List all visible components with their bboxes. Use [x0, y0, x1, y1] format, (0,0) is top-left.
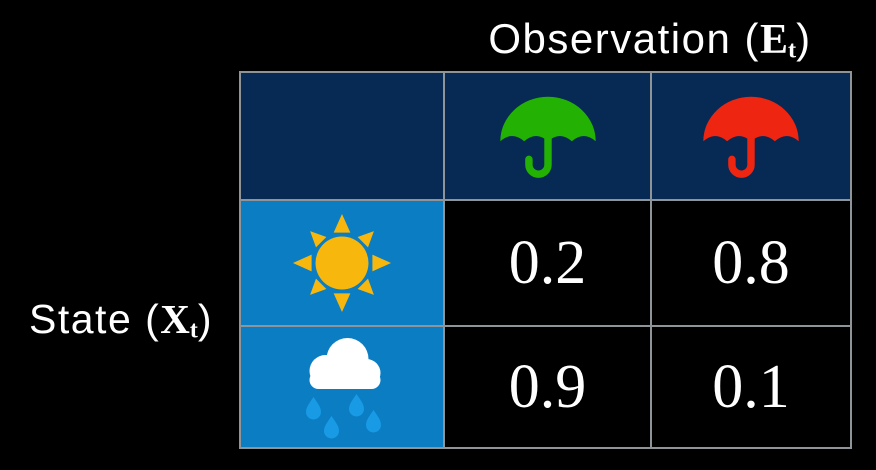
state-axis-suffix: ) [197, 296, 213, 342]
corner-cell [241, 73, 443, 199]
state-rainy-cell [241, 327, 443, 447]
state-axis-prefix: State ( [29, 296, 161, 342]
observation-probability-table: 0.2 0.8 0.9 0.1 [239, 71, 852, 449]
sun-icon [292, 213, 392, 313]
umbrella-green-icon [499, 96, 596, 178]
observation-subscript: t [788, 36, 797, 64]
observation-axis-prefix: Observation ( [488, 15, 760, 62]
state-sunny-cell [241, 201, 443, 325]
state-axis-label: State (Xt) [0, 296, 242, 344]
observation-symbol: E [759, 17, 788, 63]
umbrella-red-icon [703, 96, 799, 178]
prob-sunny-umbrella: 0.2 [445, 201, 650, 325]
prob-sunny-no-umbrella: 0.8 [652, 201, 850, 325]
observation-axis-suffix: ) [796, 15, 812, 62]
header-umbrella-cell [445, 73, 650, 199]
state-subscript: t [189, 317, 198, 344]
header-no-umbrella-cell [652, 73, 850, 199]
rain-cloud-icon [306, 338, 381, 439]
prob-rainy-no-umbrella: 0.1 [652, 327, 850, 447]
state-symbol: X [160, 296, 190, 342]
prob-rainy-umbrella: 0.9 [445, 327, 650, 447]
observation-axis-label: Observation (Et) [447, 15, 853, 64]
